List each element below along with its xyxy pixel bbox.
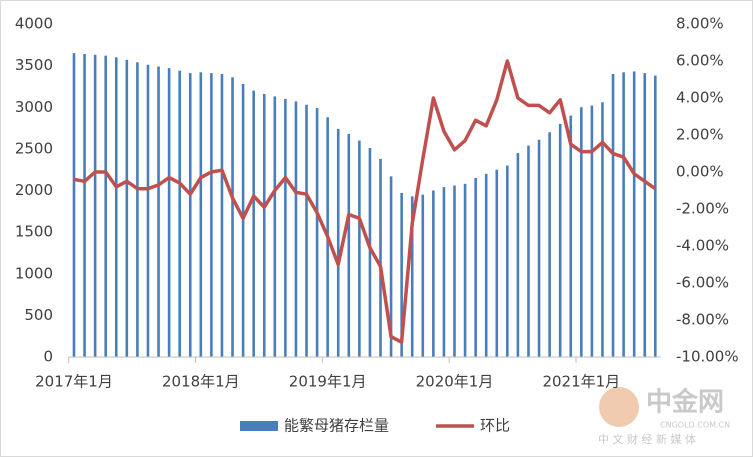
bar: [284, 98, 287, 358]
bar: [527, 145, 530, 357]
bar: [83, 53, 86, 357]
watermark-logo: [599, 387, 639, 427]
y2-tick-label: -6.00%: [676, 274, 729, 292]
bar: [262, 93, 266, 358]
bar: [601, 102, 604, 357]
y2-tick-label: -4.00%: [676, 237, 729, 255]
x-tick-label: 2020年1月: [416, 373, 494, 391]
bar: [516, 153, 520, 357]
bar: [114, 57, 118, 358]
bar: [580, 107, 583, 357]
bar: [389, 176, 393, 357]
y-tick-label: 4000: [15, 15, 53, 33]
y2-tick-label: 0.00%: [676, 163, 724, 181]
bar: [167, 68, 171, 357]
bar: [368, 148, 372, 357]
bar: [410, 196, 414, 357]
bar: [611, 73, 615, 357]
y2-tick-label: 6.00%: [676, 52, 724, 70]
y-tick-label: 1000: [15, 264, 53, 282]
bar: [569, 115, 573, 357]
line: [73, 59, 657, 344]
watermark: 中金网: [646, 387, 724, 418]
bar: [358, 140, 361, 357]
bar: [210, 73, 213, 358]
bar: [157, 66, 160, 358]
bar: [294, 101, 298, 357]
bar: [421, 194, 425, 357]
x-tick-label: 2019年1月: [289, 373, 367, 391]
legend-label: 环比: [480, 417, 510, 435]
y2-tick-label: -2.00%: [676, 200, 729, 218]
bar: [484, 173, 488, 357]
x-tick-label: 2018年1月: [162, 373, 240, 391]
bar: [178, 70, 181, 358]
bar: [537, 139, 541, 357]
bar: [273, 96, 277, 358]
bar: [548, 132, 551, 357]
x-tick-label: 2017年1月: [35, 373, 113, 391]
bar: [241, 83, 245, 357]
bar: [72, 53, 76, 357]
bar: [590, 105, 594, 358]
y-tick-label: 3500: [15, 56, 53, 74]
bar: [558, 123, 562, 358]
x-tick-label: 2021年1月: [542, 373, 620, 391]
bar: [315, 108, 319, 358]
bar: [347, 133, 351, 357]
bar: [506, 165, 509, 357]
bar: [379, 158, 382, 357]
bar: [432, 190, 435, 357]
bar: [188, 73, 192, 358]
bar: [400, 192, 403, 357]
legend-label: 能繁母猪存栏量: [284, 417, 389, 435]
y2-tick-label: 4.00%: [676, 89, 724, 107]
y2-tick-label: -10.00%: [676, 348, 739, 366]
y2-tick-label: 2.00%: [676, 126, 724, 144]
bar: [632, 71, 636, 357]
y-tick-label: 2500: [15, 139, 53, 157]
bar: [453, 185, 456, 357]
y-tick-label: 0: [43, 348, 53, 366]
watermark: CNGOLD.COM.CN: [660, 421, 730, 430]
y2-tick-label: 8.00%: [676, 15, 724, 33]
bar: [474, 178, 477, 357]
bar: [146, 64, 150, 357]
bar: [654, 75, 657, 358]
bar: [220, 73, 224, 357]
y2-tick-label: -8.00%: [676, 311, 729, 329]
bar: [252, 90, 255, 357]
bar: [231, 77, 234, 357]
bar: [463, 183, 467, 357]
y-tick-label: 2000: [15, 181, 53, 199]
watermark: 中 文 财 经 新 媒 体: [598, 432, 696, 446]
bar: [93, 54, 97, 358]
bar: [622, 72, 625, 357]
y-tick-label: 500: [24, 306, 53, 324]
y-tick-label: 3000: [15, 98, 53, 116]
y-tick-label: 1500: [15, 223, 53, 241]
legend-swatch: [240, 421, 278, 431]
bar: [336, 128, 340, 357]
bar: [495, 169, 499, 357]
bar: [442, 187, 446, 357]
bar: [125, 59, 129, 358]
bar: [305, 104, 308, 357]
bar: [199, 72, 203, 357]
bar: [104, 55, 107, 357]
bar: [136, 62, 139, 358]
bar: [643, 73, 647, 358]
